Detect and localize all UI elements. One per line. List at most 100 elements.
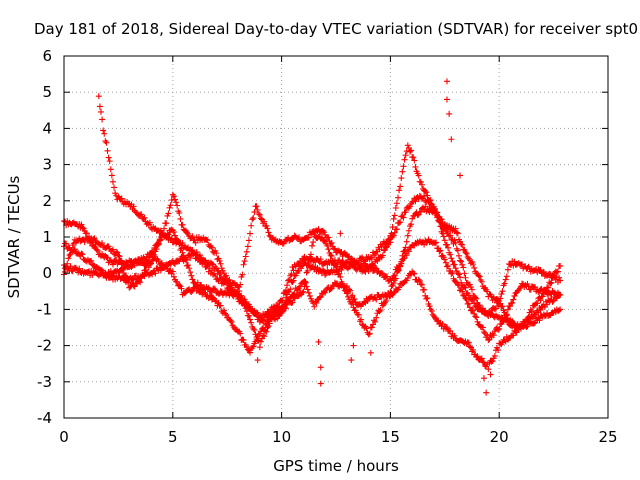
data-point [544,301,551,308]
data-point [99,116,106,123]
data-point [263,321,270,328]
data-point [115,252,122,259]
data-point [432,205,439,212]
data-point [343,283,350,290]
data-point [465,339,472,346]
data-point [256,211,263,218]
data-point [118,195,125,202]
data-point [324,242,331,249]
data-point [400,214,407,221]
data-point [417,208,424,215]
data-point [470,307,477,314]
data-point [451,261,458,268]
data-point [504,306,511,313]
data-point [251,326,258,333]
data-point [432,314,439,321]
data-point [499,288,506,295]
data-point [454,247,461,254]
data-point [317,256,324,263]
data-point [339,280,346,287]
data-point [79,251,86,258]
data-point [227,317,234,324]
data-point [531,320,538,327]
data-point [210,294,217,301]
data-point [167,202,174,209]
data-point [476,273,483,280]
data-point [461,270,468,277]
data-point [350,342,357,349]
data-point [404,142,411,149]
data-point [296,234,303,241]
y-tick-label: 5 [42,83,52,101]
data-point [245,237,252,244]
data-point [173,235,180,242]
data-point [557,277,564,284]
data-point [223,272,230,279]
data-point [94,247,101,254]
data-point [334,267,341,274]
data-point [317,364,324,371]
data-point [511,292,518,299]
data-point [467,284,474,291]
y-tick-label: 3 [42,156,52,174]
data-point [510,332,517,339]
data-point [545,284,552,291]
data-point [109,261,116,268]
data-point [141,273,148,280]
data-point [76,265,83,272]
data-point [491,352,498,359]
data-point [250,343,257,350]
data-point [548,279,555,286]
data-point [284,282,291,289]
data-point [498,291,505,298]
data-point [452,239,459,246]
data-point [232,289,239,296]
data-point [410,270,417,277]
data-point [257,338,264,345]
data-point [499,303,506,310]
data-point [495,296,502,303]
data-point [390,232,397,239]
data-point [255,313,262,320]
data-point [483,389,490,396]
data-point [443,96,450,103]
data-point [457,257,464,264]
data-point [503,273,510,280]
data-point [211,285,218,292]
data-point [391,229,398,236]
data-point [208,267,215,274]
data-point [292,272,299,279]
data-point [248,222,255,229]
tick-layer: 0 5 10 15 20 25 -4 -3 -2 -1 0 1 2 3 4 5 6 [37,47,618,446]
data-point [302,279,309,286]
data-point [410,154,417,161]
data-point [463,250,470,257]
data-point [317,380,324,387]
data-point [331,262,338,269]
data-point [316,294,323,301]
data-point [451,332,458,339]
data-point [117,257,124,264]
data-point [188,289,195,296]
data-point [401,247,408,254]
data-point [217,288,224,295]
data-point [143,262,150,269]
data-point [325,234,332,241]
data-point [100,127,107,134]
data-point [244,243,251,250]
data-point [466,343,473,350]
data-point [275,310,282,317]
data-point [176,282,183,289]
data-point [307,251,314,258]
data-point [268,313,275,320]
data-point [351,296,358,303]
data-point [217,302,224,309]
data-point [542,288,549,295]
data-point [203,263,210,270]
data-point [349,299,356,306]
data-point [475,272,482,279]
data-point [189,276,196,283]
data-point [96,103,103,110]
y-tick-label: 0 [42,264,52,282]
data-point [549,298,556,305]
